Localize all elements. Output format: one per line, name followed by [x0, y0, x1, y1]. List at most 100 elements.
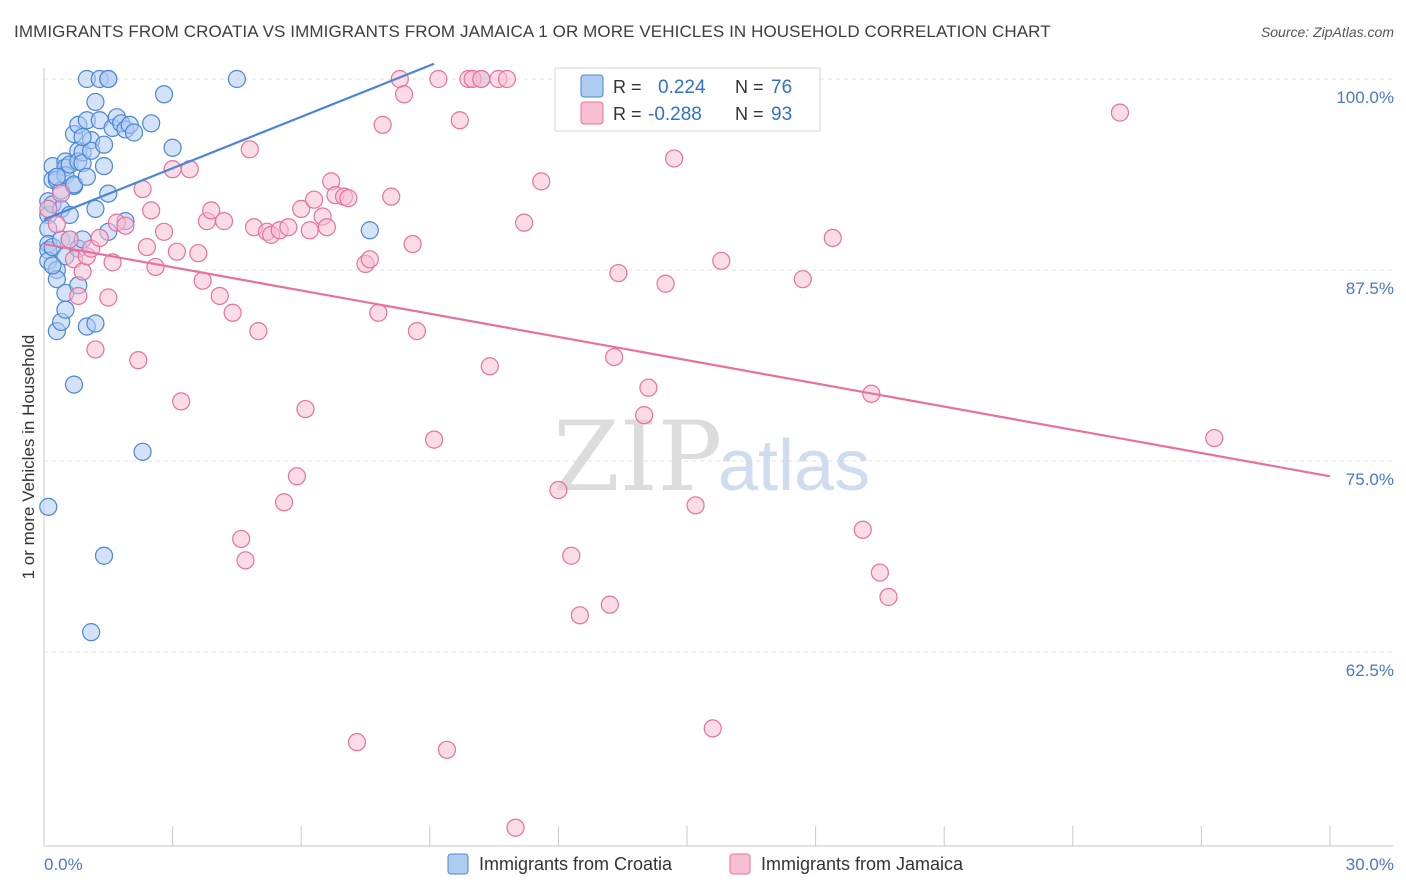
point-jamaica — [639, 378, 658, 397]
trend-lines — [43, 62, 1331, 478]
point-jamaica — [339, 189, 358, 208]
point-jamaica — [879, 587, 898, 607]
point-jamaica — [279, 218, 298, 237]
point-jamaica — [515, 213, 534, 232]
point-jamaica — [236, 551, 255, 570]
point-jamaica — [146, 257, 165, 277]
point-jamaica — [137, 237, 156, 257]
point-croatia — [64, 375, 84, 394]
point-jamaica — [172, 392, 191, 411]
point-jamaica — [506, 818, 525, 837]
point-jamaica — [656, 274, 675, 293]
point-jamaica — [317, 218, 337, 237]
point-jamaica — [424, 430, 444, 449]
point-croatia — [94, 156, 114, 176]
point-jamaica — [142, 201, 161, 220]
point-jamaica — [292, 199, 311, 218]
point-jamaica — [497, 69, 517, 89]
point-croatia — [56, 300, 75, 319]
point-jamaica — [1110, 103, 1130, 122]
legend-r-label-croatia: R = — [613, 77, 642, 97]
x-tick-label-max: 30.0% — [1346, 855, 1394, 874]
point-jamaica — [703, 719, 722, 738]
point-croatia — [39, 497, 58, 516]
point-croatia — [82, 623, 101, 642]
point-jamaica — [437, 740, 457, 759]
point-jamaica — [394, 85, 414, 104]
legend-n-value-croatia: 76 — [771, 77, 792, 98]
point-croatia — [77, 167, 96, 186]
point-jamaica — [562, 546, 581, 565]
source-credit: Source: ZipAtlas.com — [1260, 24, 1394, 40]
legend-box: R = 0.224 N = 76 R = -0.288 N = 93 — [554, 67, 821, 132]
chart-title: IMMIGRANTS FROM CROATIA VS IMMIGRANTS FR… — [14, 22, 1051, 41]
point-jamaica — [403, 234, 422, 254]
x-axis-ticks — [43, 826, 1331, 846]
point-jamaica — [450, 111, 469, 130]
legend-swatch-croatia — [580, 74, 604, 98]
point-jamaica — [304, 190, 324, 209]
point-jamaica — [167, 242, 186, 261]
point-jamaica — [73, 262, 92, 281]
point-croatia — [86, 199, 105, 218]
legend-r-value-jamaica: -0.288 — [648, 104, 702, 125]
point-jamaica — [86, 340, 105, 359]
point-jamaica — [665, 149, 684, 168]
y-tick-label: 100.0% — [1336, 88, 1394, 107]
bottom-legend-label-croatia: Immigrants from Croatia — [479, 854, 673, 874]
point-croatia — [86, 314, 105, 333]
point-croatia — [94, 135, 114, 154]
point-jamaica — [249, 322, 268, 341]
point-croatia — [47, 167, 66, 186]
legend-n-label-jamaica: N = — [735, 104, 764, 124]
point-jamaica — [232, 529, 251, 549]
watermark: ZIP atlas — [553, 401, 870, 513]
point-jamaica — [369, 303, 388, 322]
y-axis-label: 1 or more Vehicles in Household — [19, 335, 38, 580]
point-jamaica — [52, 184, 71, 203]
point-croatia — [73, 127, 92, 147]
point-jamaica — [600, 595, 619, 614]
point-jamaica — [90, 228, 109, 248]
point-jamaica — [609, 263, 628, 283]
trend-line-jamaica — [43, 242, 1331, 478]
point-jamaica — [296, 399, 315, 419]
point-jamaica — [99, 288, 118, 307]
y-axis-tick-labels: 62.5% 75.0% 87.5% 100.0% — [1336, 88, 1394, 680]
point-croatia — [360, 221, 379, 240]
point-jamaica — [300, 221, 319, 240]
series-jamaica-points — [39, 69, 1224, 837]
point-jamaica — [870, 563, 890, 582]
point-jamaica — [154, 222, 174, 241]
point-jamaica — [360, 250, 379, 269]
point-jamaica — [532, 172, 551, 191]
y-tick-label: 62.5% — [1346, 661, 1394, 680]
point-croatia — [163, 138, 182, 157]
point-croatia — [154, 85, 174, 104]
point-jamaica — [347, 733, 367, 752]
point-jamaica — [189, 244, 208, 263]
point-croatia — [43, 256, 62, 275]
point-croatia — [86, 92, 105, 112]
legend-r-value-croatia: 0.224 — [658, 77, 706, 98]
point-croatia — [99, 69, 118, 89]
point-croatia — [94, 546, 114, 565]
point-croatia — [133, 442, 152, 461]
point-jamaica — [214, 212, 234, 231]
point-jamaica — [429, 69, 448, 89]
point-jamaica — [373, 115, 392, 134]
point-jamaica — [47, 215, 66, 234]
bottom-legend: Immigrants from Croatia Immigrants from … — [447, 853, 964, 875]
point-jamaica — [605, 347, 624, 367]
point-jamaica — [240, 140, 259, 159]
legend-swatch-jamaica — [580, 101, 604, 125]
point-jamaica — [210, 286, 229, 306]
y-tick-label: 87.5% — [1346, 279, 1394, 298]
watermark-atlas: atlas — [718, 426, 870, 506]
point-jamaica — [223, 303, 242, 322]
legend-r-label-jamaica: R = — [613, 104, 642, 124]
point-jamaica — [549, 480, 568, 500]
point-jamaica — [480, 357, 499, 376]
point-croatia — [124, 123, 144, 142]
point-jamaica — [472, 69, 491, 89]
